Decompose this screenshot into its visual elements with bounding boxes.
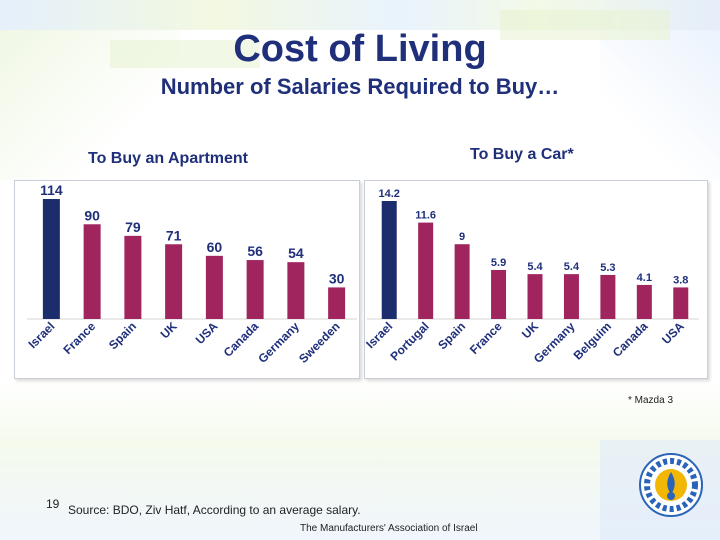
- background-decoration: [500, 10, 670, 40]
- association-logo: [639, 453, 703, 517]
- background-decoration: [600, 30, 720, 180]
- data-label: 56: [247, 243, 263, 259]
- category-label: France: [467, 319, 505, 357]
- category-label: Belguim: [571, 319, 614, 362]
- bar-sweeden: [328, 287, 346, 319]
- category-label: Sweeden: [296, 319, 343, 366]
- data-label: 4.1: [637, 272, 652, 284]
- data-label: 114: [40, 182, 63, 198]
- data-label: 3.8: [673, 274, 688, 286]
- category-label: Portugal: [387, 319, 431, 363]
- category-label: UK: [158, 319, 180, 341]
- background-decoration: [110, 40, 260, 68]
- source-note: Source: BDO, Ziv Hatf, According to an a…: [68, 503, 361, 517]
- bar-uk: [165, 244, 183, 319]
- data-label: 30: [329, 270, 345, 286]
- apartment-chart: 114 Israel 90 France 79 Spain 71 UK 60 USA 56 Canad…: [14, 180, 360, 379]
- bar-canada: [246, 260, 264, 319]
- data-label: 14.2: [379, 188, 400, 200]
- bar-canada: [636, 284, 652, 319]
- category-label: Germany: [255, 319, 302, 366]
- car-chart-title: To Buy a Car*: [470, 146, 574, 163]
- organization-name: The Manufacturers' Association of Israel: [300, 523, 478, 534]
- bar-spain: [454, 244, 470, 319]
- slide-subtitle: Number of Salaries Required to Buy…: [160, 74, 560, 99]
- slide-title: Cost of Living: [233, 28, 487, 70]
- bar-israel: [381, 201, 397, 319]
- data-label: 5.4: [527, 261, 543, 273]
- apartment-chart-svg: 114 Israel 90 France 79 Spain 71 UK 60 USA 56 Canad…: [25, 182, 357, 366]
- data-label: 5.3: [600, 262, 615, 274]
- bar-germany: [287, 262, 305, 319]
- bar-usa: [205, 255, 223, 319]
- bar-portugal: [418, 222, 434, 319]
- data-label: 11.6: [415, 210, 436, 222]
- category-label: Israel: [365, 319, 395, 351]
- data-label: 71: [166, 227, 182, 243]
- bar-france: [83, 224, 101, 319]
- bar-spain: [124, 235, 142, 319]
- category-label: USA: [193, 319, 221, 347]
- category-label: UK: [519, 319, 541, 341]
- data-label: 90: [84, 207, 100, 223]
- category-label: Canada: [221, 319, 262, 360]
- category-label: France: [61, 319, 99, 357]
- bar-israel: [42, 199, 60, 319]
- bar-belguim: [600, 274, 616, 319]
- bar-uk: [527, 274, 543, 319]
- apartment-chart-title: To Buy an Apartment: [88, 150, 249, 167]
- data-label: 60: [207, 239, 223, 255]
- data-label: 54: [288, 245, 304, 261]
- data-label: 5.9: [491, 257, 506, 269]
- page-number: 19: [46, 497, 60, 511]
- category-label: USA: [659, 319, 687, 347]
- footnote: * Mazda 3: [628, 395, 674, 406]
- category-label: Spain: [435, 319, 468, 352]
- car-chart-svg: 14.2 Israel 11.6 Portugal 9 Spain 5.9 France 5.4…: [365, 188, 699, 366]
- category-label: Spain: [106, 319, 139, 352]
- data-label: 5.4: [564, 261, 580, 273]
- category-label: Canada: [610, 319, 651, 360]
- car-chart: 14.2 Israel 11.6 Portugal 9 Spain 5.9 France 5.4…: [364, 180, 708, 379]
- bar-germany: [563, 274, 579, 319]
- bar-france: [491, 269, 507, 319]
- category-label: Israel: [25, 319, 57, 351]
- data-label: 79: [125, 219, 141, 235]
- bar-usa: [673, 287, 689, 319]
- data-label: 9: [459, 231, 465, 243]
